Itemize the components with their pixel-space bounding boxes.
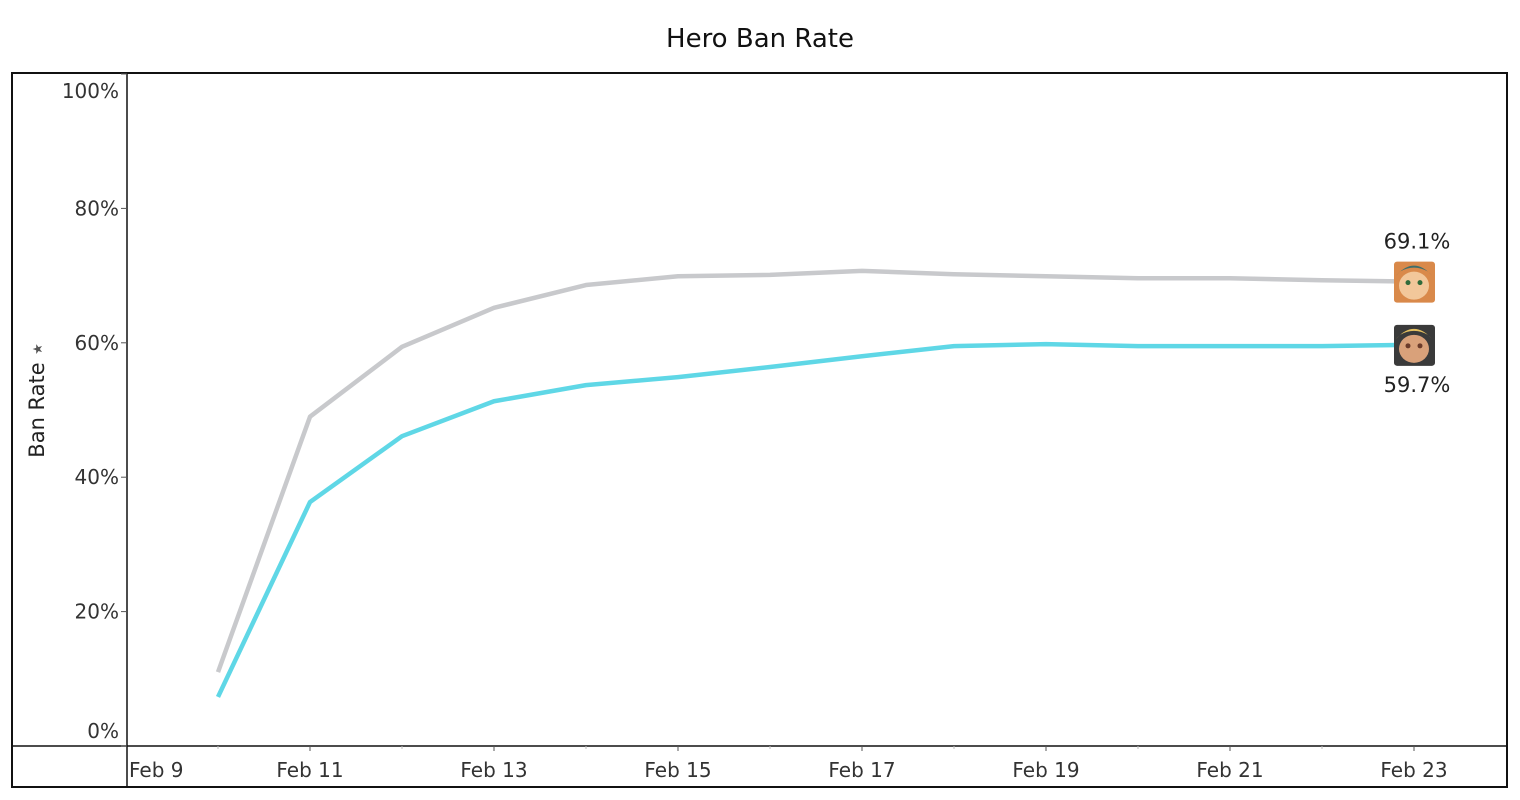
y-tick-label: 20% xyxy=(75,600,119,624)
chart-border xyxy=(11,72,1508,788)
end-value-label: 59.7% xyxy=(1384,373,1451,397)
x-tick-label: Feb 9 xyxy=(129,758,184,782)
x-tick-label: Feb 17 xyxy=(828,758,895,782)
y-tick-label: 0% xyxy=(87,719,119,743)
y-tick-label: 60% xyxy=(75,331,119,355)
chart-title: Hero Ban Rate xyxy=(666,24,854,54)
series-line-2 xyxy=(215,341,1415,698)
blonde-hero-avatar-icon xyxy=(1394,324,1435,366)
y-axis-label: Ban Rate xyxy=(25,362,49,457)
x-tick-label: Feb 23 xyxy=(1380,758,1447,782)
x-tick-label: Feb 21 xyxy=(1196,758,1263,782)
orange-cat-hero-avatar-icon xyxy=(1394,261,1435,303)
x-tick-label: Feb 11 xyxy=(276,758,343,782)
end-value-label: 69.1% xyxy=(1384,230,1451,254)
x-tick-label: Feb 19 xyxy=(1012,758,1079,782)
y-tick-label: 100% xyxy=(62,79,119,103)
y-tick-label: 40% xyxy=(75,465,119,489)
y-tick-label: 80% xyxy=(75,196,119,220)
pin-icon: ★ xyxy=(31,343,46,355)
x-tick-label: Feb 15 xyxy=(644,758,711,782)
x-tick-label: Feb 13 xyxy=(460,758,527,782)
series-line-1 xyxy=(215,268,1415,673)
